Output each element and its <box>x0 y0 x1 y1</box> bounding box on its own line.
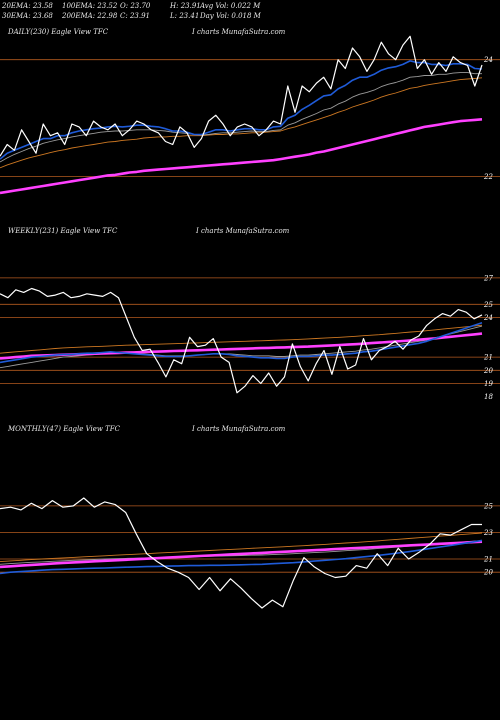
weekly-tick-label-27: 27 <box>483 274 493 282</box>
stat-avg-vol: Avg Vol: 0.022 M <box>200 2 261 10</box>
monthly-tick-label-20: 20 <box>483 569 493 577</box>
daily-ema-long-line <box>0 118 483 195</box>
monthly-ema-slow-line <box>0 532 483 563</box>
stat-200ema: 200EMA: 22.98 <box>62 12 118 20</box>
daily-panel-title: DAILY(230) Eagle View TFC <box>8 28 109 36</box>
daily-ema-fast-line <box>0 60 483 160</box>
daily-tick-label-22: 22 <box>483 173 493 181</box>
weekly-panel-source: I charts MunafaSutra.com <box>196 227 290 235</box>
daily-panel-source: I charts MunafaSutra.com <box>192 28 286 36</box>
monthly-panel-title: MONTHLY(47) Eagle View TFC <box>8 425 121 433</box>
weekly-ema-fast-line <box>0 322 483 364</box>
stat-open: O: 23.70 <box>120 2 151 10</box>
monthly-chart: 25 23 21 20 <box>0 497 500 609</box>
daily-ema-mid-line <box>0 72 482 163</box>
daily-ema-slow-line <box>0 77 483 169</box>
stat-30ema: 30EMA: 23.68 <box>2 12 53 20</box>
stat-close: C: 23.91 <box>120 12 150 20</box>
stat-20ema: 20EMA: 23.58 <box>2 2 53 10</box>
monthly-ema-long-line <box>0 540 483 569</box>
weekly-tick-label-20: 20 <box>483 367 493 375</box>
weekly-tick-label-24: 24 <box>483 314 493 322</box>
weekly-chart: 27 25 24 21 20 19 18 <box>0 274 500 401</box>
monthly-tick-label-21: 21 <box>483 556 493 564</box>
weekly-tick-label-21: 21 <box>483 354 493 362</box>
weekly-tick-label-19: 19 <box>484 380 493 388</box>
weekly-tick-label-25: 25 <box>483 301 493 309</box>
monthly-tick-label-25: 25 <box>483 502 493 510</box>
stat-day-vol: Day Vol: 0.018 M <box>200 12 261 20</box>
weekly-ema-slow-line <box>0 324 483 354</box>
stat-low: L: 23.41 <box>170 12 200 20</box>
monthly-tick-label-23: 23 <box>483 529 493 537</box>
stat-100ema: 100EMA: 23.52 <box>62 2 118 10</box>
monthly-panel-source: I charts MunafaSutra.com <box>192 425 286 433</box>
weekly-tick-label-18: 18 <box>484 393 493 401</box>
weekly-ema-mid-line <box>0 325 483 369</box>
weekly-price-line <box>0 287 483 394</box>
stat-high: H: 23.91 <box>170 2 201 10</box>
monthly-price-line <box>0 497 482 609</box>
daily-chart: 24 22 <box>0 35 500 195</box>
weekly-panel-title: WEEKLY(231) Eagle View TFC <box>8 227 118 235</box>
daily-price-line <box>0 35 483 157</box>
daily-tick-label-24: 24 <box>483 56 493 64</box>
